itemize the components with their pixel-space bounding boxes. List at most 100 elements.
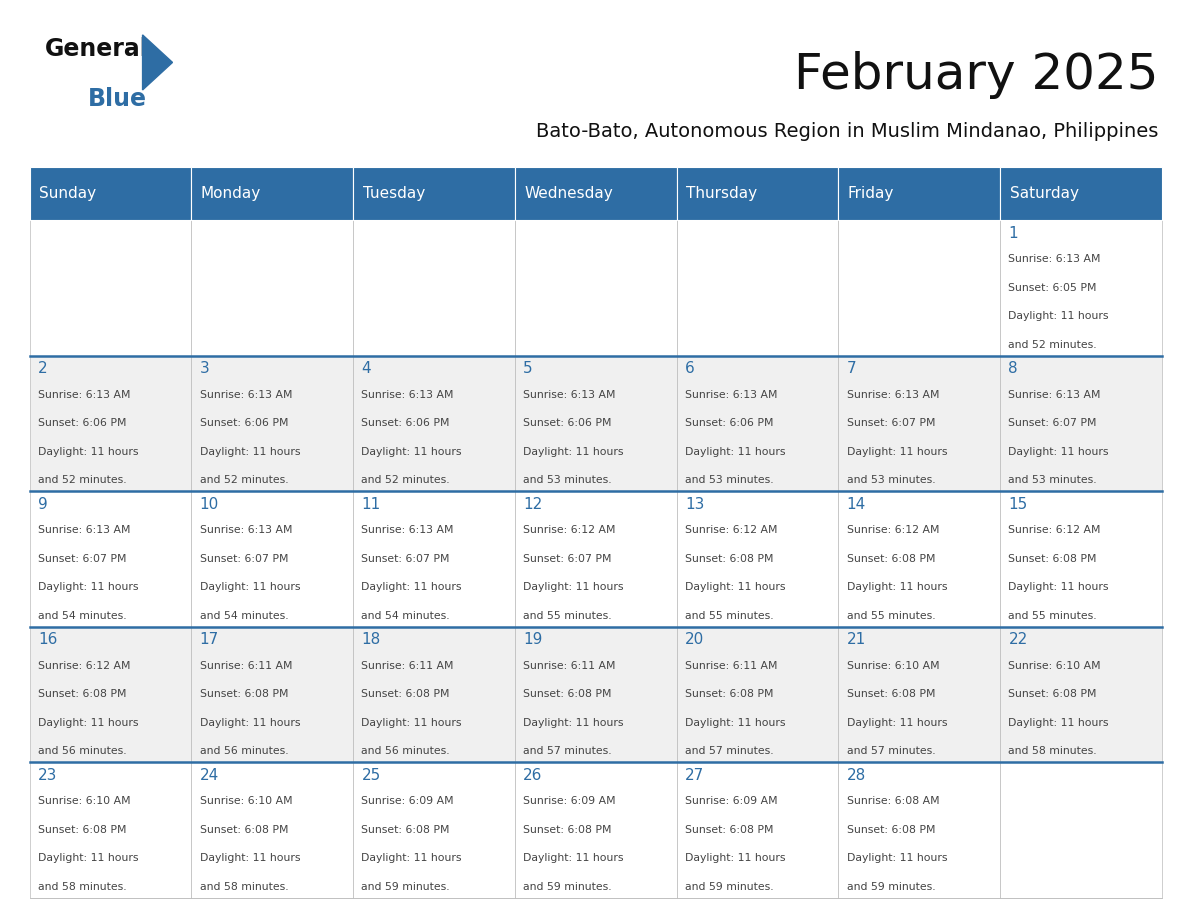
Text: February 2025: February 2025 — [794, 51, 1158, 99]
Text: and 55 minutes.: and 55 minutes. — [1009, 610, 1097, 621]
Text: Sunrise: 6:12 AM: Sunrise: 6:12 AM — [847, 525, 940, 535]
Text: Sunrise: 6:13 AM: Sunrise: 6:13 AM — [361, 390, 454, 399]
Text: Sunset: 6:08 PM: Sunset: 6:08 PM — [1009, 689, 1097, 700]
Text: Daylight: 11 hours: Daylight: 11 hours — [38, 582, 139, 592]
Text: Thursday: Thursday — [687, 186, 757, 201]
Text: 25: 25 — [361, 767, 380, 783]
Bar — [677, 491, 839, 627]
Text: 7: 7 — [847, 362, 857, 376]
Text: and 54 minutes.: and 54 minutes. — [38, 610, 127, 621]
Bar — [353, 356, 514, 491]
Text: 6: 6 — [685, 362, 695, 376]
Bar — [1000, 167, 1162, 220]
Text: and 55 minutes.: and 55 minutes. — [847, 610, 935, 621]
Text: Sunset: 6:08 PM: Sunset: 6:08 PM — [685, 824, 773, 834]
Bar — [353, 220, 514, 356]
Bar — [353, 167, 514, 220]
Text: Sunset: 6:08 PM: Sunset: 6:08 PM — [200, 689, 289, 700]
Text: Daylight: 11 hours: Daylight: 11 hours — [523, 853, 624, 863]
Text: Sunset: 6:08 PM: Sunset: 6:08 PM — [1009, 554, 1097, 564]
Text: Sunset: 6:08 PM: Sunset: 6:08 PM — [685, 554, 773, 564]
Text: Sunrise: 6:12 AM: Sunrise: 6:12 AM — [38, 661, 131, 671]
Text: 5: 5 — [523, 362, 533, 376]
Text: Sunrise: 6:08 AM: Sunrise: 6:08 AM — [847, 796, 940, 806]
Text: Sunrise: 6:13 AM: Sunrise: 6:13 AM — [200, 390, 292, 399]
Text: 10: 10 — [200, 497, 219, 512]
Text: and 52 minutes.: and 52 minutes. — [1009, 340, 1097, 350]
Polygon shape — [143, 35, 172, 90]
Text: Daylight: 11 hours: Daylight: 11 hours — [847, 447, 947, 456]
Text: 14: 14 — [847, 497, 866, 512]
Text: Daylight: 11 hours: Daylight: 11 hours — [523, 447, 624, 456]
Text: 1: 1 — [1009, 226, 1018, 241]
Text: and 53 minutes.: and 53 minutes. — [1009, 476, 1097, 485]
Text: and 53 minutes.: and 53 minutes. — [847, 476, 935, 485]
Text: Bato-Bato, Autonomous Region in Muslim Mindanao, Philippines: Bato-Bato, Autonomous Region in Muslim M… — [536, 122, 1158, 140]
Text: Sunrise: 6:13 AM: Sunrise: 6:13 AM — [38, 525, 131, 535]
Text: Daylight: 11 hours: Daylight: 11 hours — [847, 718, 947, 728]
Text: Daylight: 11 hours: Daylight: 11 hours — [361, 718, 462, 728]
Text: Sunrise: 6:11 AM: Sunrise: 6:11 AM — [361, 661, 454, 671]
Text: Daylight: 11 hours: Daylight: 11 hours — [523, 718, 624, 728]
Text: 3: 3 — [200, 362, 209, 376]
Bar — [1000, 491, 1162, 627]
Text: and 54 minutes.: and 54 minutes. — [200, 610, 289, 621]
Bar — [30, 220, 191, 356]
Text: Sunrise: 6:13 AM: Sunrise: 6:13 AM — [38, 390, 131, 399]
Text: Sunset: 6:06 PM: Sunset: 6:06 PM — [361, 419, 450, 428]
Text: Monday: Monday — [201, 186, 261, 201]
Bar — [191, 762, 353, 898]
Bar — [514, 220, 677, 356]
Bar — [30, 762, 191, 898]
Text: Sunrise: 6:13 AM: Sunrise: 6:13 AM — [685, 390, 777, 399]
Text: 24: 24 — [200, 767, 219, 783]
Text: Sunrise: 6:11 AM: Sunrise: 6:11 AM — [685, 661, 777, 671]
Text: Sunday: Sunday — [39, 186, 96, 201]
Bar — [30, 491, 191, 627]
Text: and 53 minutes.: and 53 minutes. — [523, 476, 612, 485]
Text: Daylight: 11 hours: Daylight: 11 hours — [685, 447, 785, 456]
Text: and 54 minutes.: and 54 minutes. — [361, 610, 450, 621]
Text: and 57 minutes.: and 57 minutes. — [685, 746, 773, 756]
Text: Sunset: 6:08 PM: Sunset: 6:08 PM — [361, 689, 450, 700]
Text: 15: 15 — [1009, 497, 1028, 512]
Text: Daylight: 11 hours: Daylight: 11 hours — [685, 853, 785, 863]
Text: Sunrise: 6:12 AM: Sunrise: 6:12 AM — [1009, 525, 1101, 535]
Bar — [353, 491, 514, 627]
Text: and 53 minutes.: and 53 minutes. — [685, 476, 773, 485]
Text: and 59 minutes.: and 59 minutes. — [523, 881, 612, 891]
Text: and 56 minutes.: and 56 minutes. — [361, 746, 450, 756]
Text: Sunset: 6:08 PM: Sunset: 6:08 PM — [523, 689, 612, 700]
Bar — [1000, 220, 1162, 356]
Text: and 55 minutes.: and 55 minutes. — [685, 610, 773, 621]
Text: Daylight: 11 hours: Daylight: 11 hours — [847, 582, 947, 592]
Text: and 55 minutes.: and 55 minutes. — [523, 610, 612, 621]
Bar — [514, 356, 677, 491]
Bar — [1000, 627, 1162, 762]
Text: and 57 minutes.: and 57 minutes. — [523, 746, 612, 756]
Bar — [353, 627, 514, 762]
Text: Sunset: 6:08 PM: Sunset: 6:08 PM — [523, 824, 612, 834]
Text: Sunset: 6:08 PM: Sunset: 6:08 PM — [200, 824, 289, 834]
Text: Sunset: 6:08 PM: Sunset: 6:08 PM — [38, 689, 126, 700]
Text: Sunrise: 6:09 AM: Sunrise: 6:09 AM — [523, 796, 615, 806]
Text: and 59 minutes.: and 59 minutes. — [847, 881, 935, 891]
Text: and 56 minutes.: and 56 minutes. — [38, 746, 127, 756]
Text: Sunset: 6:08 PM: Sunset: 6:08 PM — [847, 824, 935, 834]
Bar — [839, 167, 1000, 220]
Text: 23: 23 — [38, 767, 57, 783]
Text: Sunrise: 6:09 AM: Sunrise: 6:09 AM — [361, 796, 454, 806]
Text: 26: 26 — [523, 767, 543, 783]
Text: Sunrise: 6:10 AM: Sunrise: 6:10 AM — [38, 796, 131, 806]
Bar — [514, 627, 677, 762]
Text: Sunset: 6:06 PM: Sunset: 6:06 PM — [685, 419, 773, 428]
Text: Sunrise: 6:13 AM: Sunrise: 6:13 AM — [361, 525, 454, 535]
Bar — [677, 762, 839, 898]
Text: Sunset: 6:07 PM: Sunset: 6:07 PM — [523, 554, 612, 564]
Text: Sunset: 6:07 PM: Sunset: 6:07 PM — [361, 554, 450, 564]
Text: Daylight: 11 hours: Daylight: 11 hours — [38, 718, 139, 728]
Bar — [1000, 356, 1162, 491]
Text: 21: 21 — [847, 633, 866, 647]
Text: Sunset: 6:08 PM: Sunset: 6:08 PM — [361, 824, 450, 834]
Text: Wednesday: Wednesday — [524, 186, 613, 201]
